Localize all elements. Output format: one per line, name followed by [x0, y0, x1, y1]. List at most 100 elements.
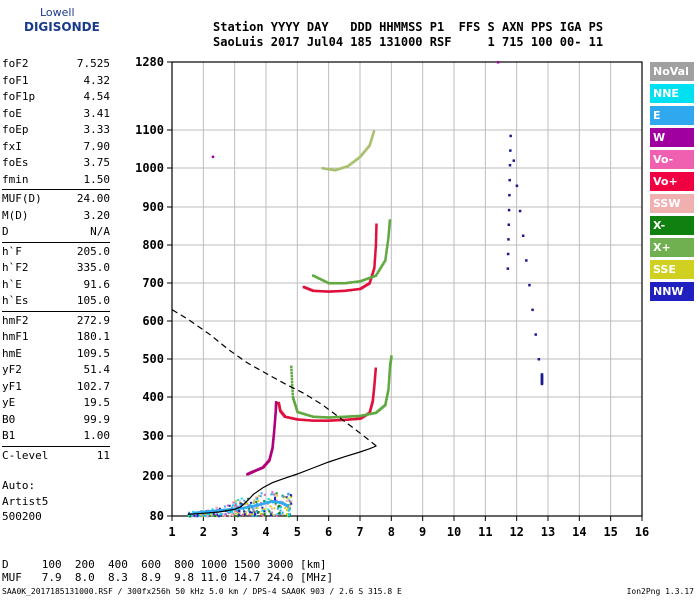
trace-point — [344, 415, 348, 418]
trace-point — [387, 228, 391, 232]
trace-point — [373, 384, 376, 388]
trace-point — [335, 282, 338, 285]
noise-point — [274, 502, 277, 505]
noise-point — [252, 507, 255, 510]
trace-point — [322, 290, 326, 293]
trace-point — [375, 225, 378, 229]
trace-point — [338, 167, 342, 170]
param-name: hmE — [2, 346, 22, 360]
trace-point — [384, 254, 388, 258]
noise-point — [216, 514, 219, 517]
trace-point — [216, 509, 219, 512]
trace-point — [352, 415, 356, 418]
trace-point — [241, 506, 244, 510]
param-row-fof1: foF1 4.32 — [2, 73, 110, 90]
trace-point — [387, 386, 390, 389]
trace-point — [321, 415, 324, 419]
noise-point — [237, 505, 240, 508]
noise-point — [283, 496, 286, 499]
param-value: 1.50 — [83, 172, 111, 186]
trace-point — [295, 407, 298, 411]
trace-point — [357, 156, 361, 160]
noise-point — [280, 513, 283, 516]
trace-point — [287, 416, 291, 419]
param-separator — [2, 310, 110, 312]
noise-point — [196, 515, 199, 518]
trace-point — [293, 400, 296, 403]
param-value: 105.0 — [76, 294, 110, 307]
trace-point — [318, 289, 321, 293]
noise-point — [256, 498, 259, 501]
muf-value-row: MUF 7.9 8.0 8.3 8.9 9.8 11.0 14.7 24.0 [… — [2, 571, 334, 584]
param-value: 335.0 — [76, 261, 110, 274]
noise-point — [199, 515, 202, 518]
trace-point — [373, 411, 376, 415]
trace-point — [342, 166, 346, 169]
trace-point — [294, 404, 297, 408]
auto-code: 500200 — [2, 510, 42, 523]
trace-point — [271, 443, 275, 447]
trace-point — [272, 437, 275, 440]
trace-point — [374, 234, 378, 238]
trace-point — [357, 414, 360, 418]
param-row-yf1: yF1 102.7 — [2, 379, 110, 396]
trace-point — [373, 266, 376, 270]
noise-point — [276, 507, 279, 510]
noise-point — [289, 496, 292, 499]
noise-point — [204, 512, 207, 515]
trace-point — [355, 288, 359, 291]
trace-point — [318, 277, 321, 280]
trace-point — [384, 256, 387, 260]
trace-point — [312, 274, 315, 277]
noise-point — [201, 513, 204, 516]
legend-item-nnw: NNW — [650, 282, 694, 301]
trace-point — [324, 416, 328, 419]
trace-point — [341, 415, 345, 419]
trace-point — [362, 414, 365, 417]
trace-point — [313, 275, 317, 278]
trace-point — [332, 290, 335, 293]
param-name: foEs — [2, 156, 29, 169]
trace-point — [292, 417, 296, 420]
trace-point — [371, 133, 375, 137]
param-row-fmin: fmin 1.50 — [2, 172, 110, 189]
trace-point — [340, 415, 343, 419]
trace-point — [267, 501, 271, 504]
trace-point — [515, 184, 519, 188]
noise-point — [243, 499, 246, 502]
param-value: 91.6 — [83, 277, 111, 291]
trace-point — [372, 395, 375, 398]
noise-point — [252, 509, 255, 512]
trace-point — [333, 290, 337, 293]
trace-point — [307, 414, 310, 417]
noise-point — [261, 506, 264, 509]
sporadic-point — [496, 61, 500, 64]
trace-point — [214, 509, 217, 512]
trace-point — [386, 392, 389, 396]
trace-point — [380, 265, 383, 268]
param-name: hmF2 — [2, 313, 29, 327]
trace-point — [381, 263, 384, 267]
trace-point — [307, 419, 310, 422]
noise-point — [259, 495, 262, 498]
noise-point — [257, 510, 260, 513]
y-tick-label: 700 — [142, 276, 164, 290]
noise-point — [246, 502, 249, 505]
trace-point — [374, 367, 378, 370]
noise-point — [232, 512, 235, 515]
noise-point — [238, 511, 241, 514]
noise-point — [237, 513, 240, 516]
trace-point — [525, 259, 528, 262]
trace-point — [357, 417, 360, 421]
noise-point — [199, 513, 202, 516]
trace-point — [512, 159, 516, 162]
param-value: 7.90 — [83, 139, 111, 153]
trace-point — [374, 253, 377, 256]
param-row-d: D N/A — [2, 224, 110, 241]
trace-point — [301, 412, 304, 415]
trace-point — [294, 406, 298, 409]
trace-point — [368, 282, 371, 285]
param-name: h`F — [2, 244, 22, 258]
trace-point — [371, 135, 374, 138]
trace-point — [312, 289, 315, 293]
